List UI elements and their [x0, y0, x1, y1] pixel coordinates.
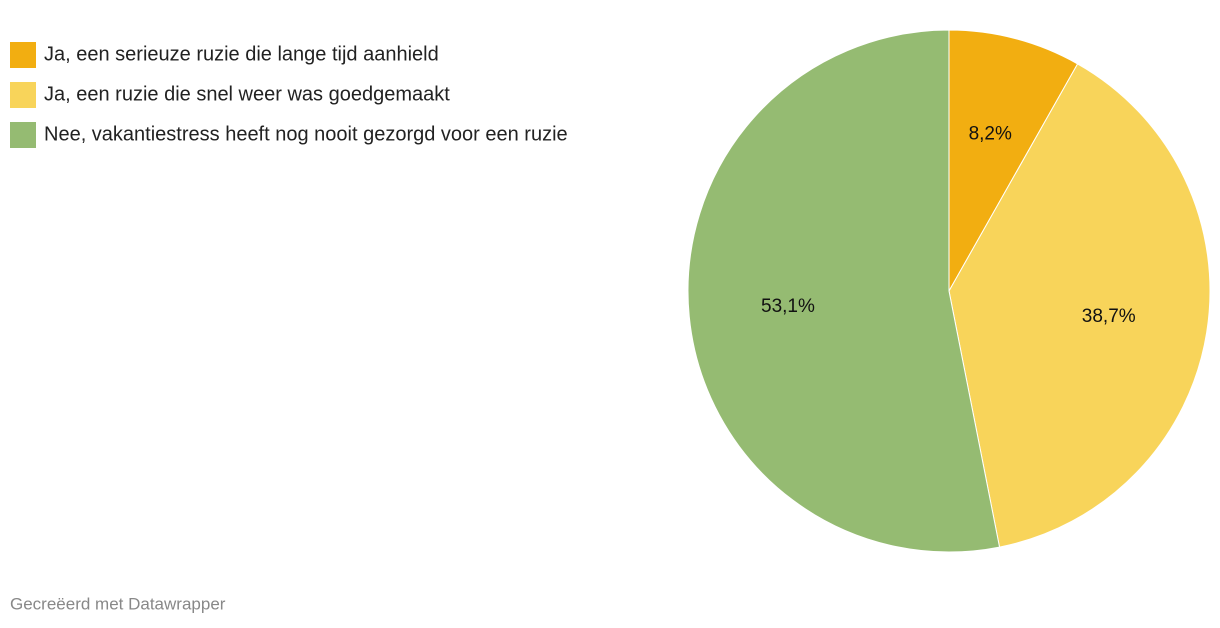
legend-swatch — [10, 82, 36, 108]
legend-swatch — [10, 42, 36, 68]
legend-label: Ja, een ruzie die snel weer was goedgema… — [44, 83, 450, 105]
pie-slice — [687, 29, 1001, 553]
value-label: 53,1% — [761, 296, 815, 317]
pie-slice — [948, 63, 1211, 548]
value-label: 8,2% — [969, 124, 1012, 145]
legend-label: Nee, vakantiestress heeft nog nooit gezo… — [44, 123, 568, 145]
legend-label: Ja, een serieuze ruzie die lange tijd aa… — [44, 43, 439, 65]
legend-swatch — [10, 122, 36, 148]
pie-slice — [948, 29, 1079, 293]
value-label: 38,7% — [1082, 306, 1136, 327]
credit: Gecreëerd met Datawrapper — [10, 594, 226, 613]
